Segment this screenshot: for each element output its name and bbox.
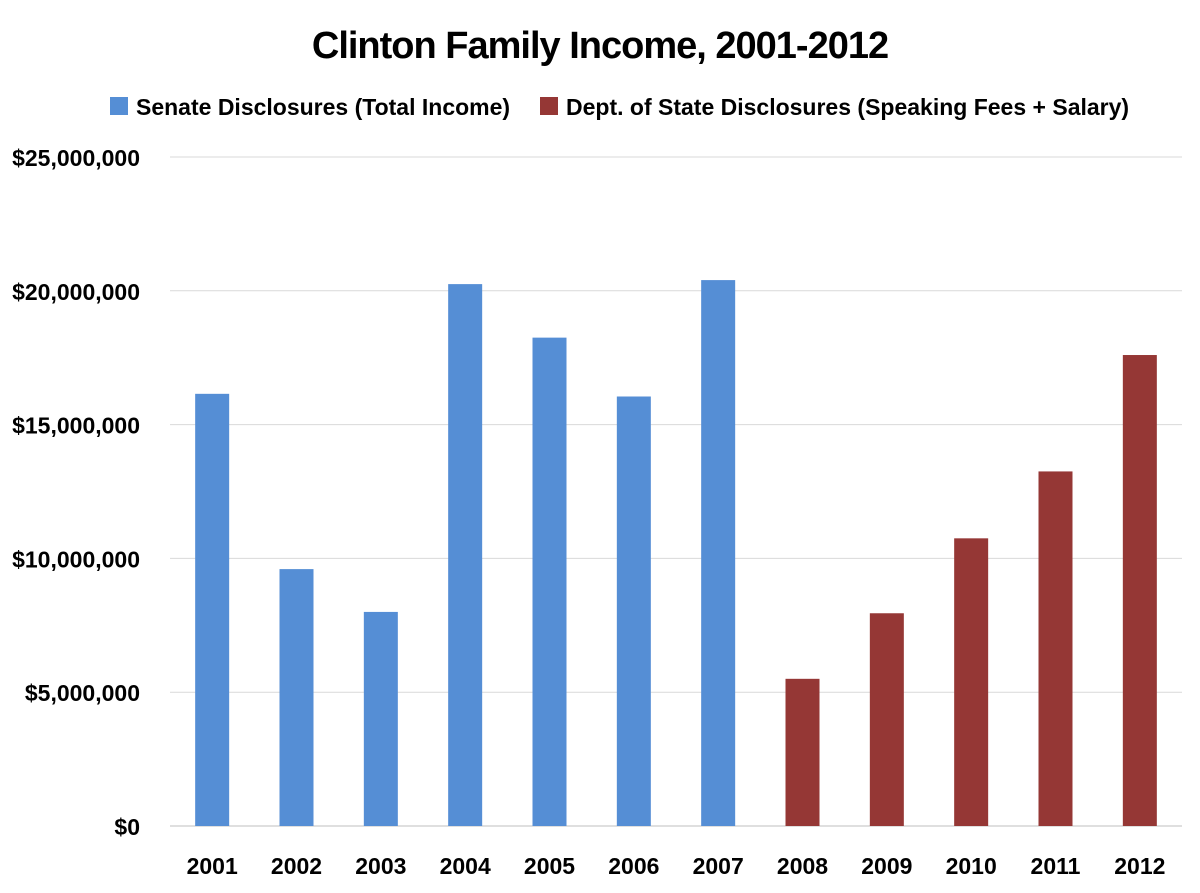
bar-2006 — [616, 396, 651, 826]
bar-2001 — [195, 393, 230, 826]
bar-2008 — [785, 678, 820, 826]
y-tick-label: $15,000,000 — [12, 413, 140, 439]
bars — [195, 280, 1157, 826]
bar-2002 — [279, 569, 314, 826]
x-tick-label: 2009 — [861, 853, 912, 879]
chart-title: Clinton Family Income, 2001-2012 — [312, 25, 888, 67]
legend: Senate Disclosures (Total Income) Dept. … — [110, 94, 1129, 120]
y-axis-ticks: $0 $5,000,000 $10,000,000 $15,000,000 $20,00… — [12, 145, 140, 840]
bar-2012 — [1122, 355, 1157, 826]
x-axis-ticks: 2001 2002 2003 2004 2005 2006 2007 2008 2009 2010… — [187, 853, 1166, 879]
x-tick-label: 2001 — [187, 853, 238, 879]
y-tick-label: $20,000,000 — [12, 279, 140, 305]
bar-2004 — [448, 284, 483, 826]
bar-2007 — [701, 280, 736, 826]
legend-label-senate: Senate Disclosures (Total Income) — [136, 94, 510, 120]
y-tick-label: $25,000,000 — [12, 145, 140, 171]
x-tick-label: 2008 — [777, 853, 828, 879]
y-tick-label: $5,000,000 — [25, 680, 140, 706]
x-tick-label: 2011 — [1031, 853, 1081, 879]
x-tick-label: 2005 — [524, 853, 575, 879]
bar-2003 — [363, 611, 398, 826]
bar-2005 — [532, 337, 567, 826]
y-tick-label: $10,000,000 — [12, 546, 140, 572]
gridlines — [170, 156, 1182, 827]
legend-swatch-state — [540, 97, 558, 115]
bar-2010 — [954, 538, 989, 826]
x-tick-label: 2003 — [355, 853, 406, 879]
x-tick-label: 2012 — [1114, 853, 1165, 879]
x-tick-label: 2006 — [608, 853, 659, 879]
x-tick-label: 2004 — [440, 853, 491, 879]
bar-2011 — [1038, 471, 1073, 826]
legend-label-state: Dept. of State Disclosures (Speaking Fee… — [566, 94, 1129, 120]
legend-swatch-senate — [110, 97, 128, 115]
bar-2009 — [869, 613, 904, 826]
x-tick-label: 2010 — [946, 853, 997, 879]
x-tick-label: 2002 — [271, 853, 322, 879]
y-tick-label: $0 — [114, 814, 140, 840]
x-tick-label: 2007 — [693, 853, 744, 879]
